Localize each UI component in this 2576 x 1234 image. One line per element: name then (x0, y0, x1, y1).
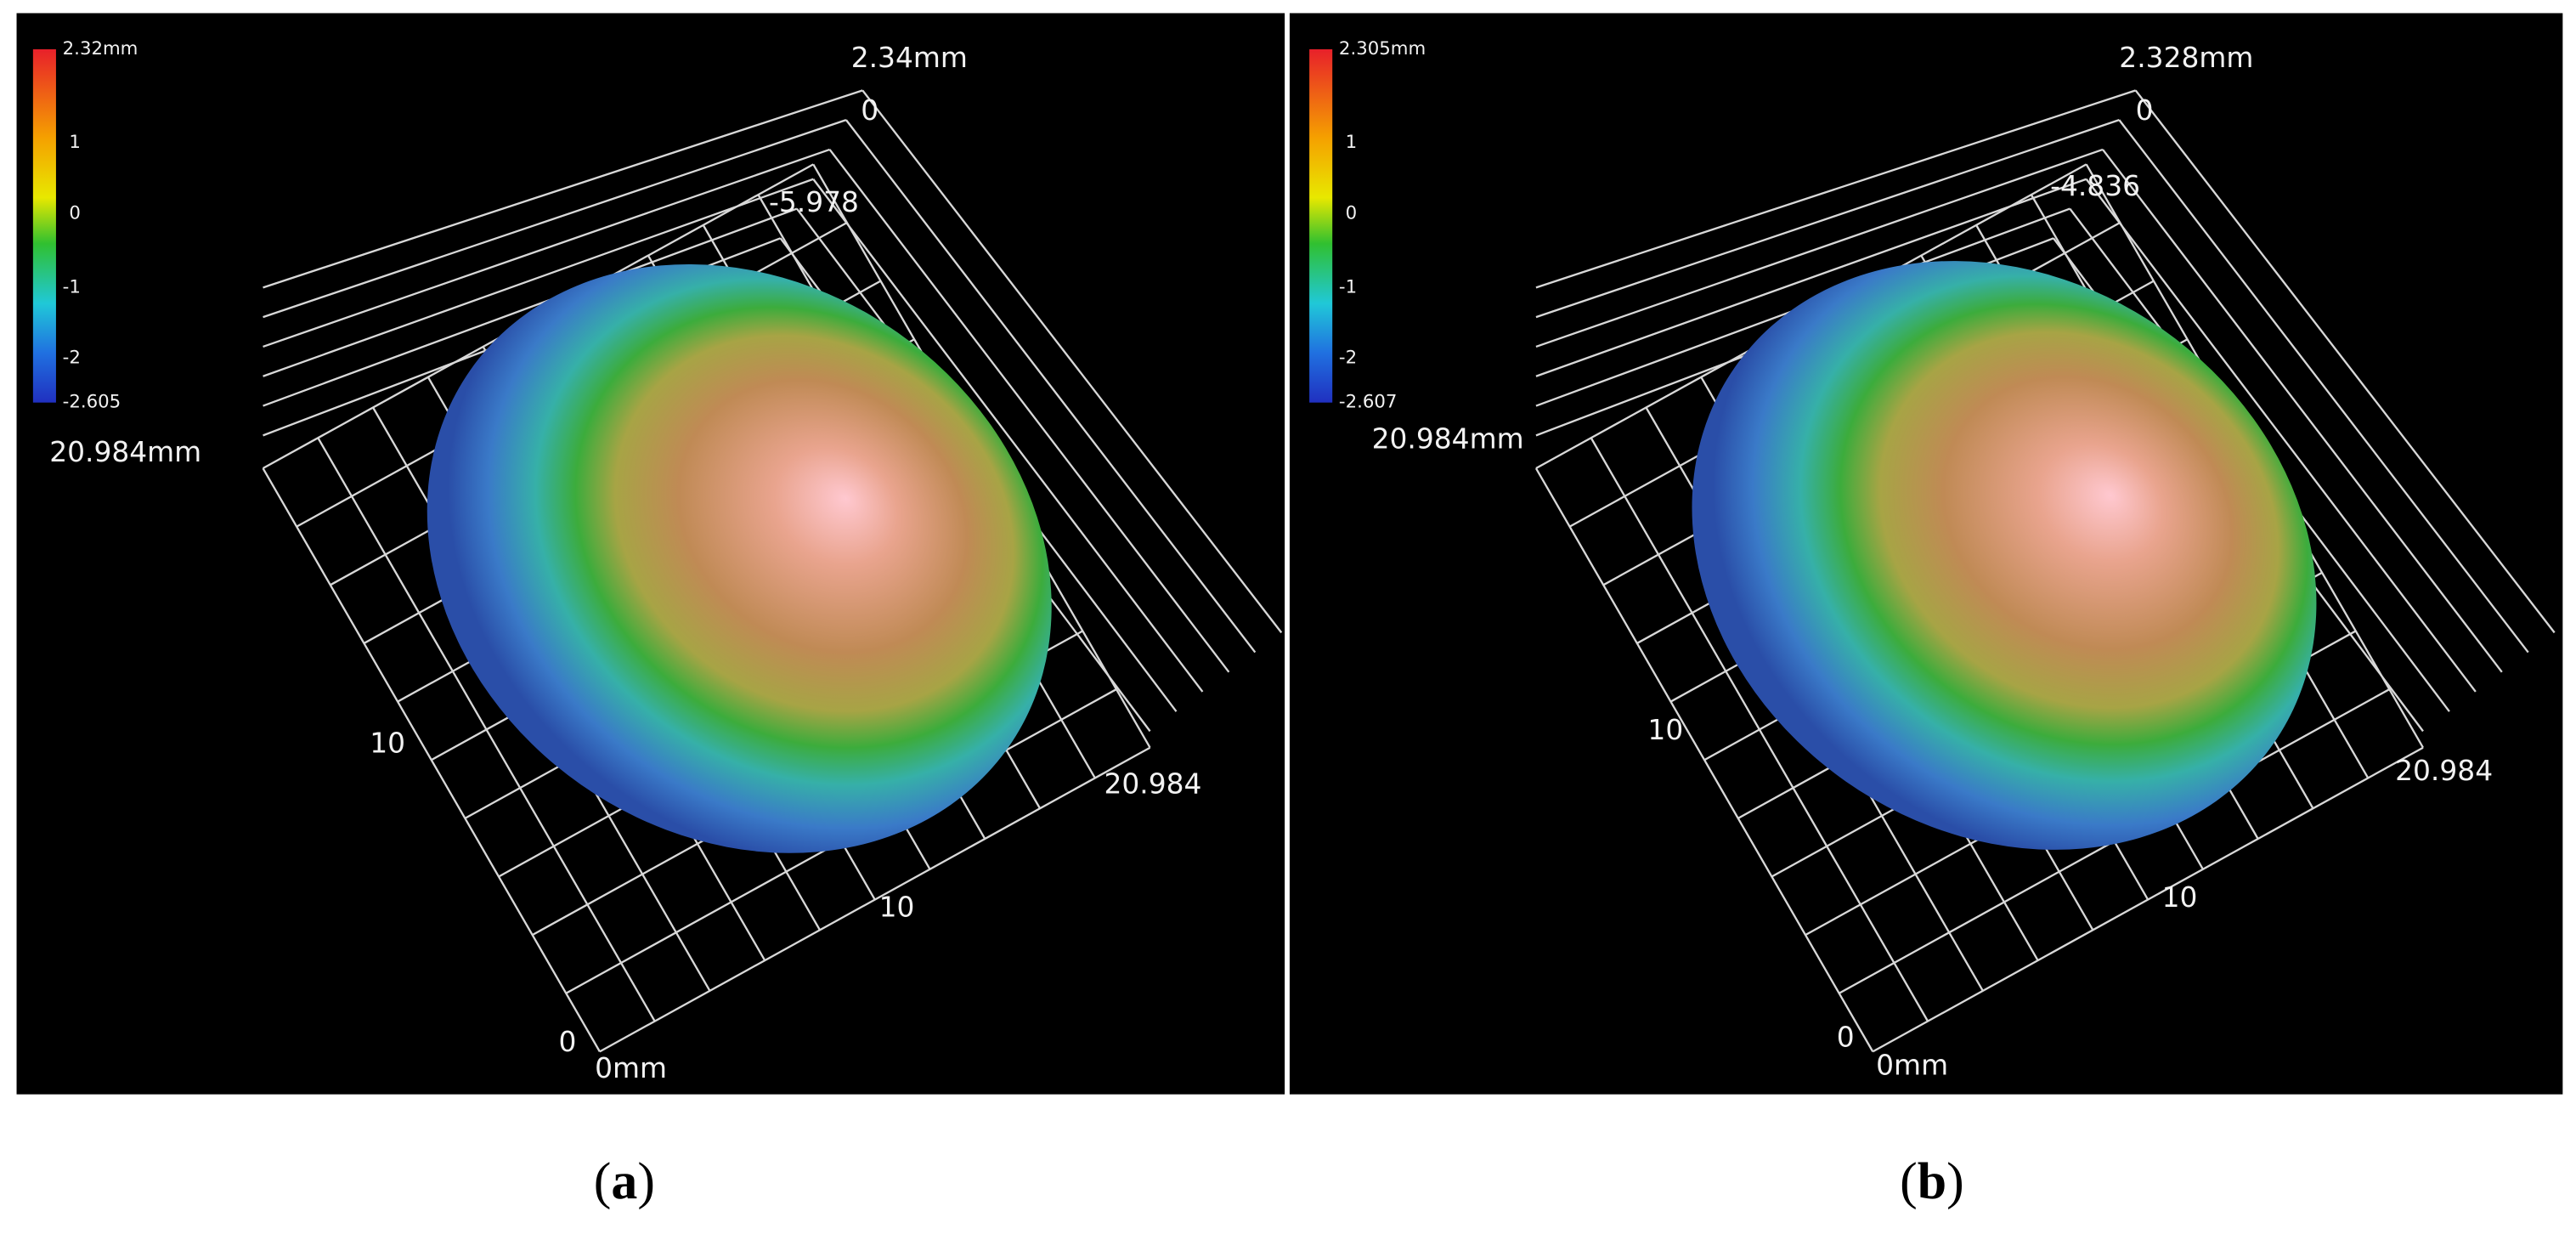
grid-line (263, 119, 847, 319)
caption-paren: ( (594, 1152, 612, 1210)
z-min-label: -5.978 (769, 185, 859, 218)
x-zero-label: 0mm (1876, 1048, 1948, 1081)
grid-line (2118, 119, 2529, 654)
colorbar-tick: 1 (69, 132, 81, 153)
colorbar-max: 2.32mm (63, 38, 138, 59)
y-mid-label: 10 (370, 726, 405, 759)
y-zero-label: 0 (1837, 1020, 1855, 1053)
x-max-label: 20.984 (1104, 767, 1201, 801)
colorbar-min: -2.605 (63, 392, 121, 413)
colorbar-tick: 0 (1346, 202, 1358, 224)
caption-paren: ) (1946, 1152, 1964, 1210)
caption-paren: ( (1900, 1152, 1918, 1210)
grid-line (263, 89, 863, 289)
z-zero-label: 0 (2136, 93, 2154, 127)
colorbar-tick: -2 (63, 347, 81, 368)
z-min-label: -4.836 (2050, 169, 2140, 202)
caption-label: a (611, 1152, 637, 1210)
colorbar (1309, 49, 1333, 403)
x-zero-label: 0mm (595, 1051, 667, 1084)
colorbar (32, 49, 56, 403)
grid-line (2134, 89, 2556, 634)
grid-line (2085, 178, 2477, 693)
grid-line (1535, 178, 2087, 377)
grid-line (263, 207, 798, 407)
grid-line (1535, 148, 2104, 348)
grid-line (845, 119, 1257, 654)
y-max-label: 20.984mm (49, 435, 201, 468)
x-mid-label: 10 (2162, 880, 2198, 914)
grid-line (2102, 149, 2503, 673)
colorbar-tick: -1 (63, 276, 81, 297)
grid-line (828, 149, 1230, 673)
caption-paren: ) (637, 1152, 655, 1210)
y-mid-label: 10 (1647, 713, 1683, 746)
colorbar-max: 2.305mm (1339, 38, 1426, 59)
grid-line (263, 148, 830, 348)
colorbar-tick: 1 (1346, 132, 1358, 153)
grid-line (812, 178, 1204, 693)
z-max-label: 2.34mm (851, 41, 968, 74)
caption: (a) (594, 1152, 655, 1210)
y-max-label: 20.984mm (1372, 422, 1524, 456)
colorbar-tick: -2 (1339, 347, 1357, 368)
colorbar-tick: -1 (1339, 276, 1357, 297)
grid-line (861, 89, 1283, 634)
x-max-label: 20.984 (2395, 754, 2493, 787)
colorbar-min: -2.607 (1339, 392, 1398, 413)
caption: (b) (1900, 1152, 1964, 1210)
y-zero-label: 0 (559, 1025, 577, 1058)
x-mid-label: 10 (879, 891, 915, 924)
grid-line (1535, 89, 2137, 289)
surface-dome (1692, 261, 2317, 850)
surface-dome (427, 263, 1052, 853)
z-zero-label: 0 (861, 93, 878, 127)
colorbar-tick: 0 (69, 202, 81, 224)
z-max-label: 2.328mm (2119, 41, 2253, 74)
grid-line (1535, 119, 2120, 319)
grid-line (263, 178, 814, 377)
caption-label: b (1918, 1152, 1946, 1210)
